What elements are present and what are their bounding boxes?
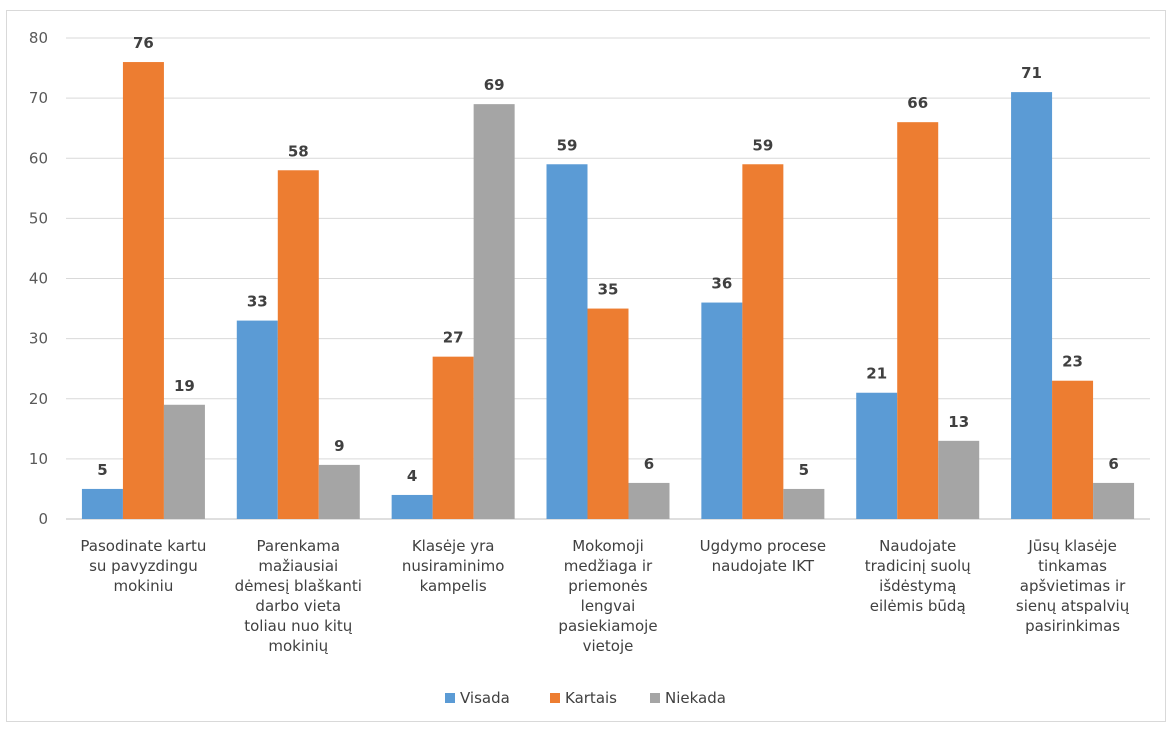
bar-visada [81, 488, 123, 519]
y-tick-label: 50 [29, 209, 48, 227]
category-label: toliau nuo kitų [244, 617, 353, 635]
y-tick-label: 80 [29, 29, 48, 47]
category-label: tradicinį suolų [865, 557, 971, 575]
category-label: pasirinkimas [1025, 617, 1120, 635]
y-tick-label: 10 [29, 450, 48, 468]
data-label: 33 [247, 293, 268, 311]
category-label: mažiausiai [258, 557, 338, 575]
data-label: 58 [288, 142, 309, 160]
category-label: mokiniu [114, 577, 174, 595]
category-label: medžiaga ir [564, 557, 653, 575]
data-label: 66 [907, 94, 928, 112]
data-label: 27 [443, 329, 464, 347]
bar-kartais [897, 122, 939, 520]
data-label: 13 [948, 413, 969, 431]
bar-visada [856, 392, 898, 519]
bar-niekada [318, 464, 360, 519]
bar-kartais [122, 62, 164, 520]
y-axis-ticks: 0 10 20 30 40 50 60 70 80 [29, 29, 48, 528]
y-tick-label: 40 [29, 270, 48, 288]
category-label: sienų atspalvių [1016, 597, 1130, 615]
data-label: 36 [711, 275, 732, 293]
data-label: 4 [407, 467, 417, 485]
data-label: 21 [866, 365, 887, 383]
y-tick-label: 20 [29, 390, 48, 408]
data-label: 59 [752, 136, 773, 154]
legend-swatch [650, 693, 660, 703]
category-label: eilėmis būdą [870, 597, 966, 615]
category-label: išdėstymą [879, 577, 956, 595]
category-label: lengvai [581, 597, 636, 615]
bar-visada [546, 164, 588, 519]
category-label: naudojate IKT [712, 557, 815, 575]
category-label: nusiraminimo [402, 557, 505, 575]
category-label: kampelis [420, 577, 487, 595]
data-label: 6 [644, 455, 654, 473]
legend-label: Kartais [565, 689, 617, 707]
data-label: 35 [598, 281, 619, 299]
data-label: 69 [484, 76, 505, 94]
data-label: 5 [799, 461, 809, 479]
category-label: pasiekiamoje [558, 617, 657, 635]
category-label: mokinių [268, 637, 328, 655]
data-label: 23 [1062, 353, 1083, 371]
category-label: priemonės [568, 577, 648, 595]
data-label: 59 [557, 136, 578, 154]
legend-swatch [550, 693, 560, 703]
bar-niekada [1093, 482, 1135, 519]
category-label: dėmesį blaškanti [235, 577, 362, 595]
data-label: 9 [334, 437, 344, 455]
legend-swatch [445, 693, 455, 703]
bar-visada [701, 302, 743, 519]
category-label: vietoje [583, 637, 634, 655]
bar-niekada [938, 440, 980, 519]
bar-visada [391, 494, 433, 519]
category-label: Pasodinate kartu [80, 537, 206, 555]
bar-kartais [742, 164, 784, 519]
y-tick-label: 70 [29, 89, 48, 107]
legend-label: Visada [460, 689, 510, 707]
category-label: darbo vieta [255, 597, 341, 615]
bar-kartais [587, 308, 629, 519]
bar-visada [1011, 92, 1053, 520]
category-labels: Pasodinate kartu su pavyzdingu mokiniu Pare… [80, 537, 1129, 655]
data-label: 71 [1021, 64, 1042, 82]
bar-visada [236, 320, 278, 519]
y-tick-label: 60 [29, 149, 48, 167]
data-label: 5 [97, 461, 107, 479]
data-label: 6 [1108, 455, 1118, 473]
category-label: Parenkama [257, 537, 341, 555]
data-label: 19 [174, 377, 195, 395]
bar-niekada [783, 488, 825, 519]
legend-label: Niekada [665, 689, 726, 707]
category-label: Klasėje yra [412, 537, 495, 555]
category-label: Mokomoji [572, 537, 644, 555]
legend: Visada Kartais Niekada [445, 689, 726, 707]
data-label: 76 [133, 34, 154, 52]
bar-niekada [628, 482, 670, 519]
category-label: Jūsų klasėje [1027, 537, 1117, 555]
category-label: apšvietimas ir [1020, 577, 1126, 595]
bar-niekada [163, 404, 205, 519]
y-tick-label: 0 [38, 510, 48, 528]
category-label: tinkamas [1038, 557, 1107, 575]
bar-kartais [432, 356, 474, 519]
bar-kartais [1052, 380, 1094, 519]
y-tick-label: 30 [29, 330, 48, 348]
category-label: su pavyzdingu [89, 557, 198, 575]
bars [81, 62, 1135, 520]
data-labels: 5 76 19 33 58 9 4 27 69 59 35 6 36 59 5 21 66 13 71 23 6 [97, 34, 1119, 485]
bar-niekada [473, 104, 515, 519]
bar-kartais [277, 170, 319, 519]
category-label: Naudojate [879, 537, 956, 555]
category-label: Ugdymo procese [700, 537, 827, 555]
